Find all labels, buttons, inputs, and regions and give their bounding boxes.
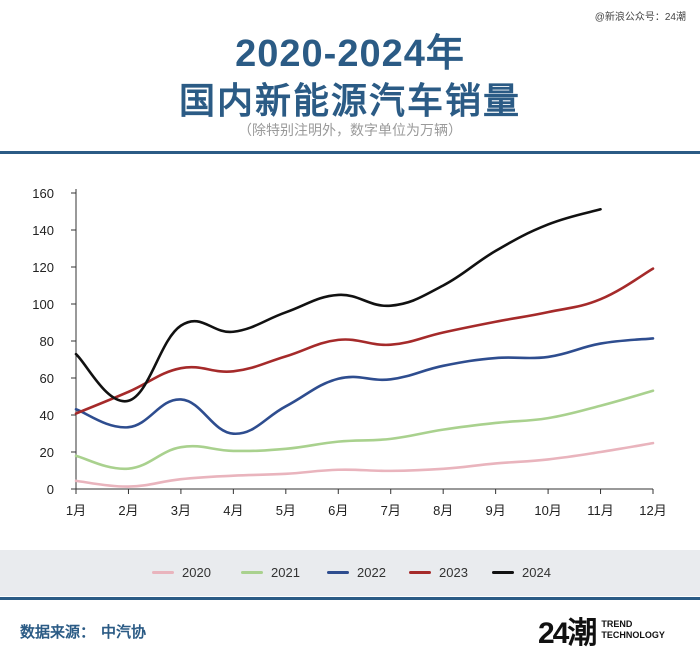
y-tick-label: 80 [40,334,54,349]
y-tick-label: 0 [47,482,54,497]
y-tick-label: 120 [32,260,54,275]
legend-item-2020: 2020 [152,565,211,580]
series-line-2021 [74,389,655,471]
y-tick-label: 20 [40,445,54,460]
x-tick-label: 11月 [587,503,614,518]
line-chart: 0 20 40 60 80 100 120 140 160 1月 2月 3月 4月 5月 6月 7月 8月 9月 1… [32,186,666,518]
x-tick-label: 2月 [118,503,138,518]
y-tick-label: 60 [40,371,54,386]
legend-label: 2023 [439,565,468,580]
legend-label: 2021 [271,565,300,580]
legend-swatch [152,571,174,574]
footer-divider [0,597,700,600]
legend-item-2023: 2023 [409,565,468,580]
chart-title-line1: 2020-2024年 [235,33,465,75]
x-tick-label: 3月 [171,503,191,518]
series-line-2022 [74,337,655,435]
y-tick-label: 140 [32,223,54,238]
chart-subtitle: （除特别注明外，数字单位为万辆） [238,122,462,138]
legend-swatch [492,571,514,574]
legend-label: 2022 [357,565,386,580]
x-tick-label: 12月 [639,503,666,518]
legend-swatch [409,571,431,574]
legend-item-2022: 2022 [327,565,386,580]
data-source-value: 中汽协 [101,624,147,641]
legend-swatch [327,571,349,574]
legend-swatch [241,571,263,574]
brand-logo-line1: TREND [601,619,633,629]
brand-logo-line2: TECHNOLOGY [601,630,665,640]
data-source-label: 数据来源： [20,624,96,641]
x-tick-label: 1月 [66,503,86,518]
x-tick-label: 5月 [276,503,296,518]
brand-logo-text: TREND TECHNOLOGY [601,619,665,641]
y-tick-label: 100 [32,297,54,312]
series-line-2020 [74,441,655,488]
legend-label: 2020 [182,565,211,580]
brand-logo: 24潮 TREND TECHNOLOGY [538,608,665,652]
watermark: @新浪公众号：24潮 [594,12,686,23]
y-tick-label: 40 [40,408,54,423]
series-line-2023 [74,267,655,415]
x-tick-label: 4月 [223,503,243,518]
legend-label: 2024 [522,565,551,580]
legend-item-2021: 2021 [241,565,300,580]
series-line-2024 [74,207,602,403]
data-source: 数据来源： 中汽协 [20,621,146,642]
legend: 2020 2021 2022 2023 2024 [0,550,700,596]
x-tick-label: 8月 [433,503,453,518]
brand-logo-mark: 24潮 [538,617,597,650]
y-tick-label: 160 [32,186,54,201]
x-tick-label: 9月 [486,503,506,518]
x-tick-label: 7月 [381,503,401,518]
x-tick-label: 6月 [328,503,348,518]
legend-item-2024: 2024 [492,565,551,580]
header-divider [0,151,700,154]
x-tick-label: 10月 [534,503,561,518]
chart-title-line2: 国内新能源汽车销量 [178,80,521,121]
